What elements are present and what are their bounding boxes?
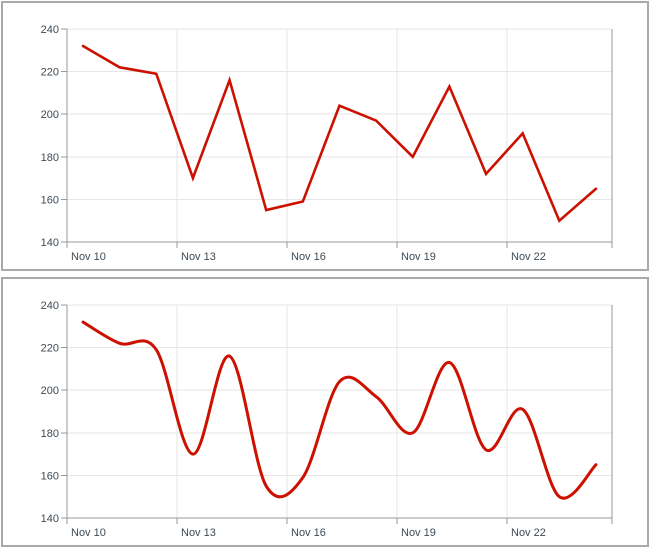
x-tick-label: Nov 16 — [291, 251, 326, 263]
spline-chart: 140 160 180 200 220 240 Nov 10 Nov 13 Nov 16 Nov … — [41, 300, 613, 539]
axes-and-grid — [61, 28, 613, 248]
x-tick-label: Nov 10 — [71, 251, 106, 263]
y-tick-label: 180 — [41, 428, 59, 440]
y-tick-label: 180 — [41, 152, 59, 164]
x-tick-label: Nov 16 — [291, 527, 326, 539]
y-tick-label: 160 — [41, 470, 59, 482]
x-tick-label: Nov 22 — [511, 527, 546, 539]
spline-chart-panel: 140 160 180 200 220 240 Nov 10 Nov 13 Nov 16 Nov … — [1, 277, 649, 547]
axes-and-grid — [61, 304, 613, 524]
x-tick-label: Nov 22 — [511, 251, 546, 263]
y-tick-label: 140 — [41, 513, 59, 525]
x-tick-label: Nov 19 — [401, 527, 436, 539]
y-tick-label: 200 — [41, 385, 59, 397]
y-tick-label: 160 — [41, 194, 59, 206]
x-tick-label: Nov 13 — [181, 251, 216, 263]
y-tick-label: 240 — [41, 300, 59, 312]
y-tick-label: 200 — [41, 109, 59, 121]
y-tick-label: 240 — [41, 24, 59, 36]
x-tick-label: Nov 10 — [71, 527, 106, 539]
y-tick-label: 140 — [41, 237, 59, 249]
y-tick-label: 220 — [41, 67, 59, 79]
line-chart: 140 160 180 200 220 240 Nov 10 Nov 13 Nov 16 Nov … — [41, 24, 613, 263]
y-tick-label: 220 — [41, 343, 59, 355]
smoothed-series-line[interactable] — [81, 320, 598, 500]
line-chart-panel: 140 160 180 200 220 240 Nov 10 Nov 13 Nov 16 Nov … — [1, 1, 649, 271]
x-tick-label: Nov 19 — [401, 251, 436, 263]
x-tick-label: Nov 13 — [181, 527, 216, 539]
series-line[interactable] — [81, 44, 598, 223]
